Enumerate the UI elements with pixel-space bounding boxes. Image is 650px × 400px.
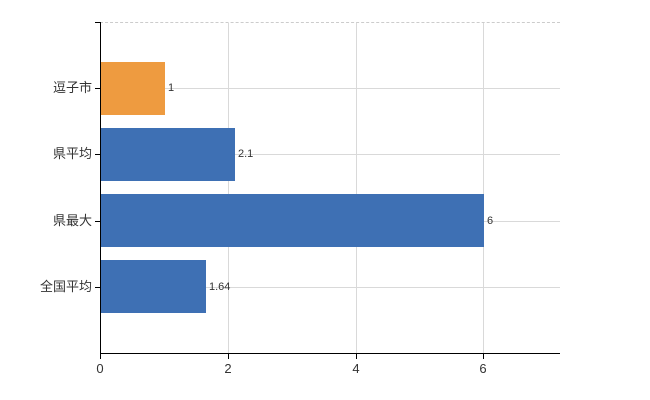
category-gridline (101, 154, 560, 155)
y-axis-top-tick (95, 22, 100, 23)
x-axis-line (100, 353, 560, 354)
x-axis-tick-label: 2 (224, 361, 232, 376)
bar-value-label: 2.1 (238, 148, 254, 160)
x-axis-tick (483, 354, 484, 359)
y-axis-tick (95, 287, 100, 288)
bar-value-label: 1 (168, 82, 175, 94)
y-axis-tick (95, 221, 100, 222)
y-axis-tick (95, 88, 100, 89)
bar-value-label: 1.64 (209, 281, 231, 293)
bar-県最大[interactable] (101, 194, 484, 247)
bar-逗子市[interactable] (101, 62, 165, 115)
category-label: 全国平均 (39, 279, 92, 294)
x-axis-tick-label: 0 (96, 361, 104, 376)
y-axis-spine (100, 22, 101, 354)
bar-県平均[interactable] (101, 128, 235, 181)
category-label: 県平均 (52, 146, 92, 161)
x-gridline (483, 23, 484, 353)
category-gridline (101, 88, 560, 89)
category-label: 逗子市 (52, 80, 92, 95)
x-gridline (356, 23, 357, 353)
category-gridline (101, 287, 560, 288)
x-gridline (228, 23, 229, 353)
y-axis-tick (95, 154, 100, 155)
bar-value-label: 6 (487, 215, 494, 227)
category-label: 県最大 (52, 213, 92, 228)
x-axis-tick (356, 354, 357, 359)
x-axis-tick (100, 354, 101, 359)
x-axis-tick-label: 6 (479, 361, 487, 376)
plot-top-border (100, 22, 560, 23)
x-axis-tick-label: 4 (352, 361, 360, 376)
bar-全国平均[interactable] (101, 260, 206, 313)
x-axis-tick (228, 354, 229, 359)
